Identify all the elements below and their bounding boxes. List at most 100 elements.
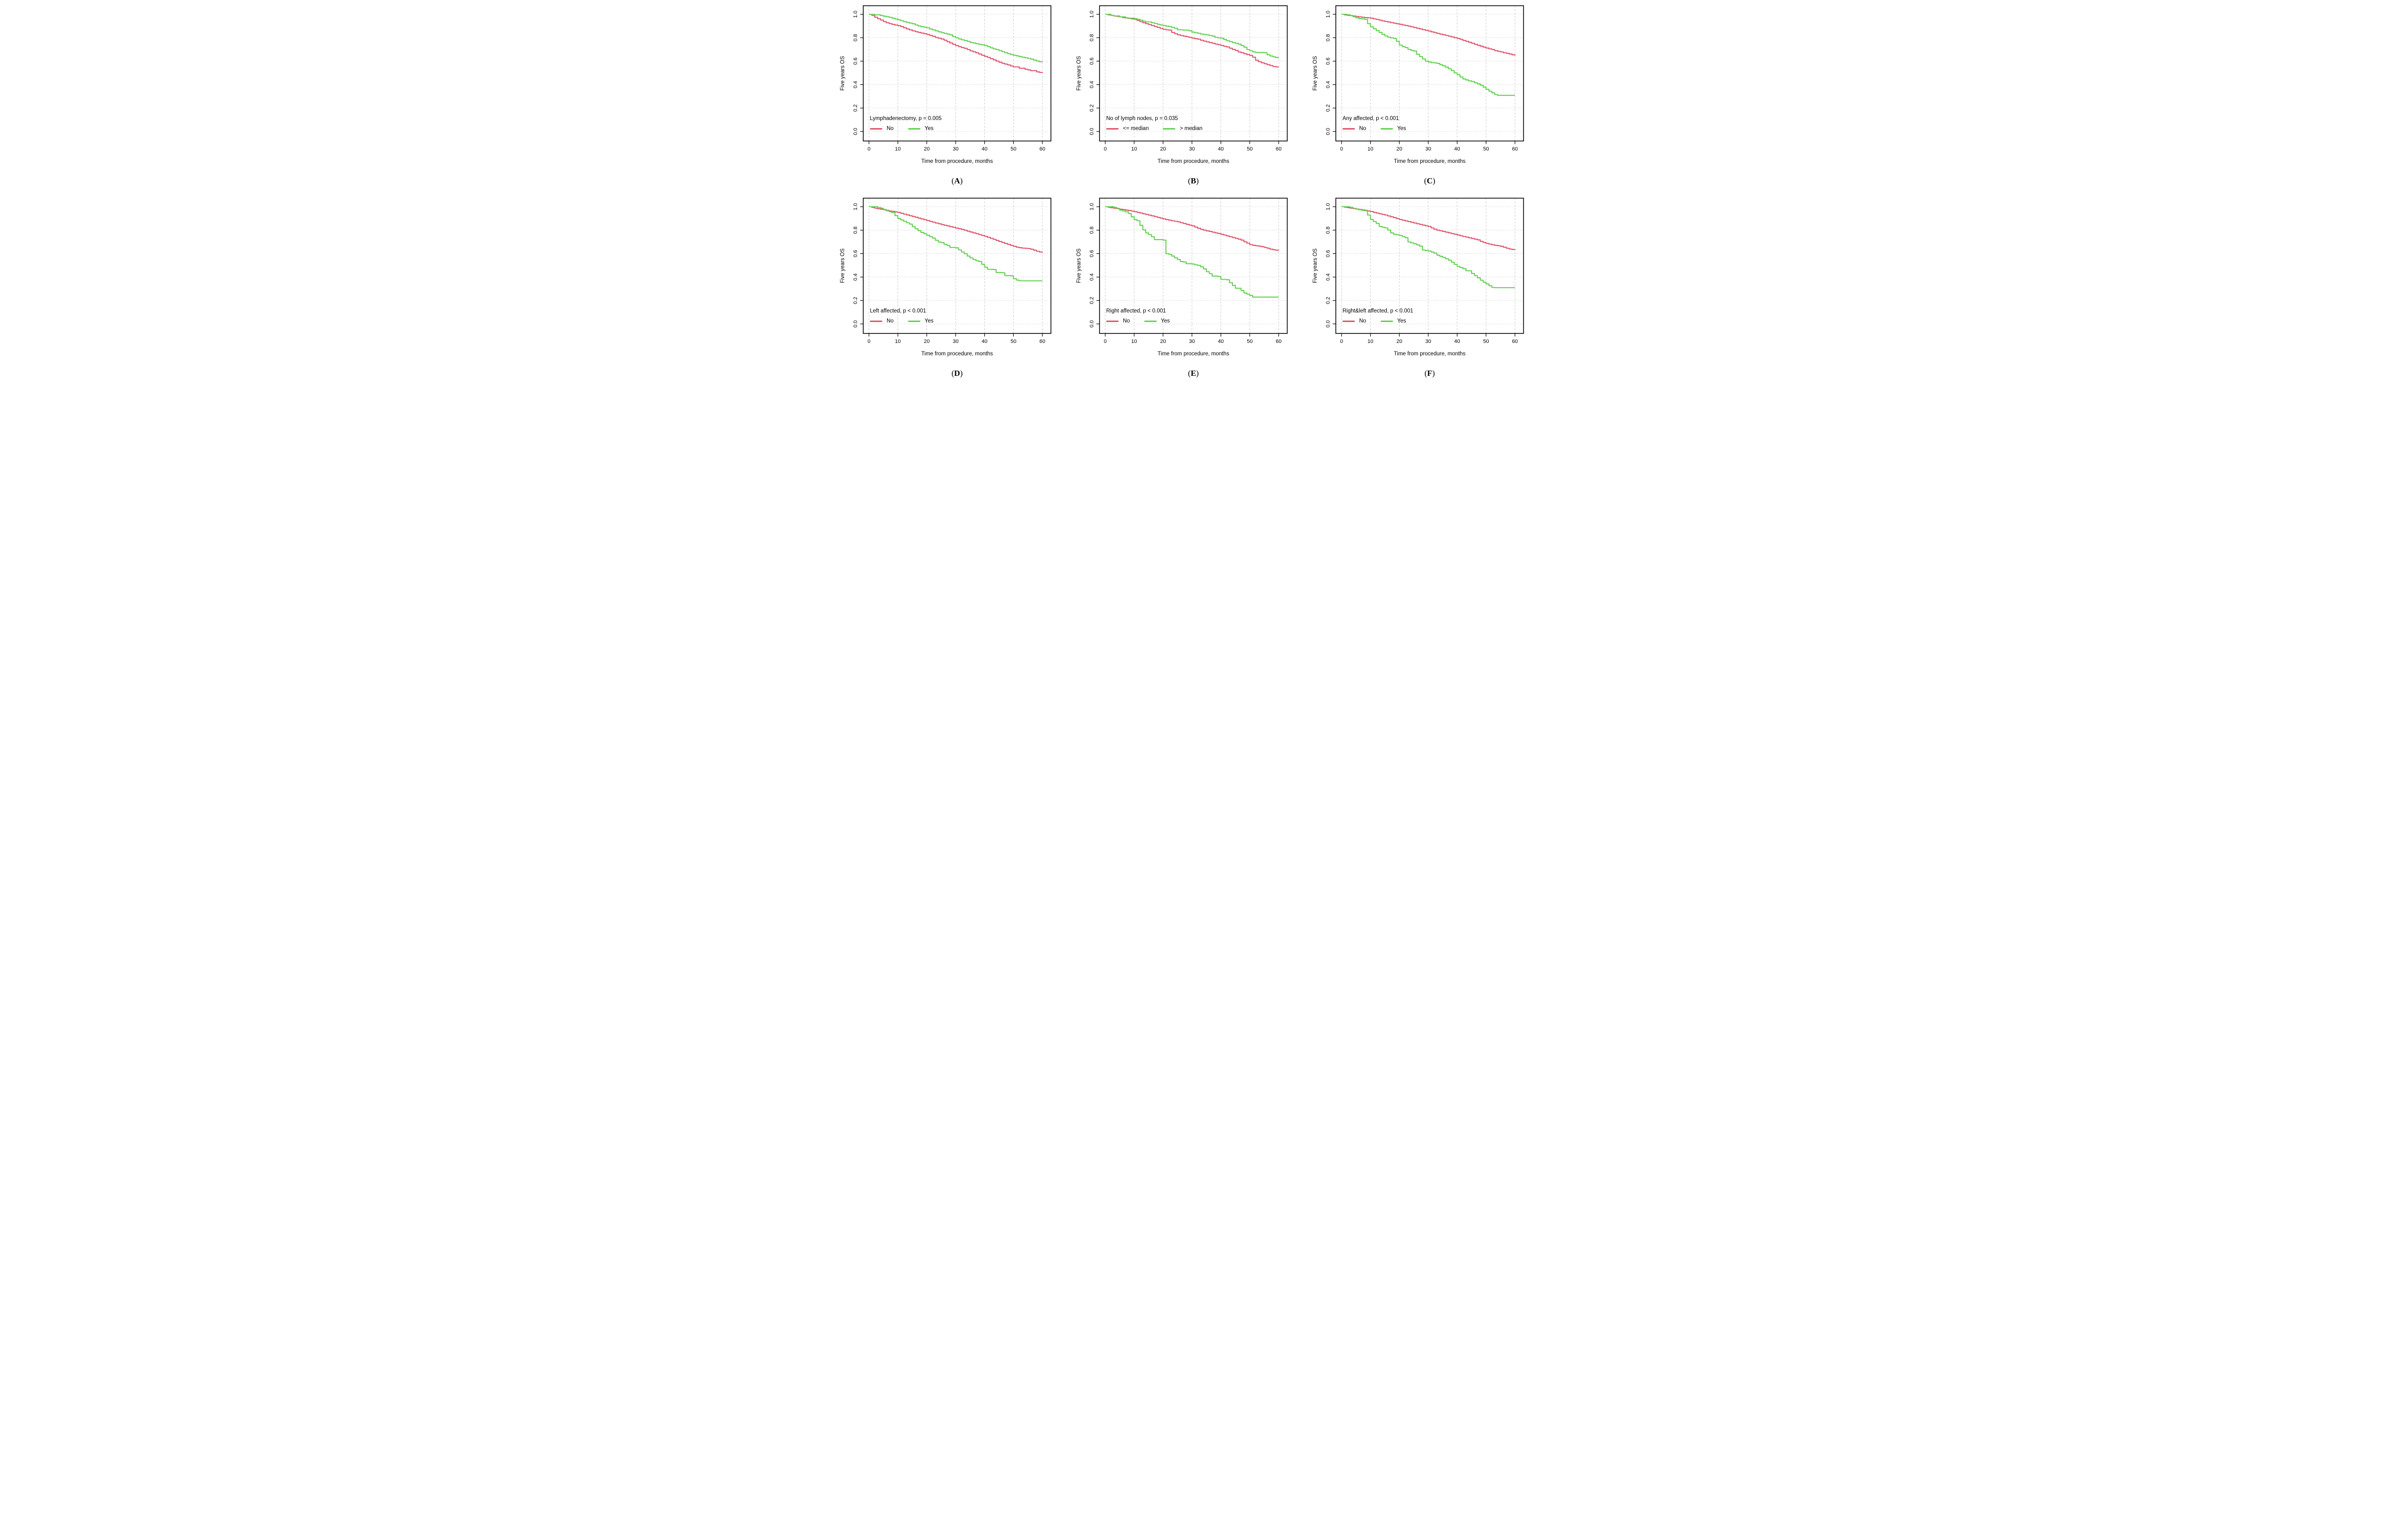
y-tick-label: 0.2 bbox=[853, 104, 858, 111]
y-tick-label: 0.8 bbox=[1325, 227, 1331, 234]
x-tick-label: 20 bbox=[924, 146, 929, 152]
y-axis-label: Five years OS bbox=[840, 56, 846, 91]
x-tick-label: 20 bbox=[924, 339, 929, 344]
y-tick-label: 1.0 bbox=[1089, 203, 1095, 210]
legend-item-label: Yes bbox=[924, 318, 934, 324]
x-axis-label: Time from procedure, months bbox=[1393, 159, 1466, 164]
x-tick-label: 60 bbox=[1276, 146, 1282, 152]
km-plot-a: 0 10 20 30 40 50 60 0.0 0.2 0.4 0.6 0.8 1.0 bbox=[853, 5, 1051, 152]
legend-item-label: Yes bbox=[1397, 318, 1406, 324]
km-curve-Yes bbox=[869, 206, 1042, 282]
x-tick-label: 20 bbox=[1160, 339, 1166, 344]
legend-item: Yes bbox=[1144, 318, 1170, 324]
km-curve-Yes bbox=[1342, 13, 1515, 96]
km-curve-No bbox=[1342, 13, 1516, 56]
panel-caption: (E) bbox=[1188, 369, 1199, 378]
x-tick-label: 10 bbox=[1368, 339, 1373, 344]
y-tick-label: 0.6 bbox=[1089, 58, 1095, 65]
km-panel-b: 0 10 20 30 40 50 60 0.0 0.2 0.4 0.6 0.8 1.0 Five yea… bbox=[1073, 0, 1309, 192]
y-tick-label: 1.0 bbox=[853, 10, 858, 18]
y-tick-label: 0.2 bbox=[1325, 104, 1331, 111]
legend-title: Right&left affected, p < 0.001 bbox=[1342, 308, 1413, 314]
legend-a: Lymphadenectomy, p = 0.005 No Yes bbox=[870, 115, 948, 132]
y-tick-label: 0.8 bbox=[1089, 34, 1095, 41]
y-tick-label: 0.8 bbox=[853, 227, 858, 234]
km-panel-e: 0 10 20 30 40 50 60 0.0 0.2 0.4 0.6 0.8 1.0 Five yea… bbox=[1073, 192, 1309, 385]
km-plot-c: 0 10 20 30 40 50 60 0.0 0.2 0.4 0.6 0.8 1.0 bbox=[1325, 5, 1524, 152]
km-plot-e: 0 10 20 30 40 50 60 0.0 0.2 0.4 0.6 0.8 1.0 bbox=[1089, 198, 1288, 344]
legend-title: No of lymph nodes, p = 0.035 bbox=[1106, 116, 1178, 121]
panel-caption: (B) bbox=[1188, 176, 1199, 185]
legend-title: Lymphadenectomy, p = 0.005 bbox=[870, 116, 942, 121]
legend-c: Any affected, p < 0.001 No Yes bbox=[1342, 115, 1420, 132]
x-tick-label: 60 bbox=[1512, 339, 1518, 344]
x-tick-label: 10 bbox=[895, 146, 901, 152]
legend-line-swatch-green bbox=[908, 321, 920, 322]
y-tick-label: 0.6 bbox=[1089, 250, 1095, 257]
x-tick-label: 30 bbox=[1189, 339, 1195, 344]
y-tick-label: 0.4 bbox=[1089, 273, 1095, 281]
y-tick-label: 0.6 bbox=[1325, 58, 1331, 65]
x-tick-label: 0 bbox=[868, 146, 870, 152]
legend-line-swatch-red bbox=[870, 321, 882, 322]
x-tick-label: 50 bbox=[1247, 146, 1252, 152]
legend-title: Left affected, p < 0.001 bbox=[870, 308, 926, 314]
y-axis-label: Five years OS bbox=[1076, 248, 1082, 283]
y-tick-label: 0.0 bbox=[1089, 128, 1095, 135]
legend-line-swatch-green bbox=[908, 128, 920, 130]
x-tick-label: 10 bbox=[1368, 146, 1373, 152]
x-tick-label: 0 bbox=[1104, 146, 1107, 152]
x-tick-label: 40 bbox=[1454, 146, 1460, 152]
x-tick-label: 20 bbox=[1396, 339, 1402, 344]
legend-item-label: No bbox=[1359, 318, 1366, 324]
x-tick-label: 10 bbox=[1131, 339, 1137, 344]
plot-box bbox=[1099, 198, 1288, 334]
x-tick-label: 10 bbox=[1131, 146, 1137, 152]
x-tick-label: 0 bbox=[1340, 146, 1343, 152]
x-tick-label: 30 bbox=[953, 146, 959, 152]
x-tick-label: 60 bbox=[1276, 339, 1282, 344]
legend-item-label: Yes bbox=[1161, 318, 1170, 324]
plot-box bbox=[863, 5, 1051, 141]
legend-item-label: No bbox=[1123, 318, 1130, 324]
km-plot-b: 0 10 20 30 40 50 60 0.0 0.2 0.4 0.6 0.8 1.0 bbox=[1089, 5, 1288, 152]
y-axis-label: Five years OS bbox=[1076, 56, 1082, 91]
legend-item-label: Yes bbox=[924, 126, 934, 132]
y-tick-label: 0.8 bbox=[1325, 34, 1331, 41]
x-tick-label: 50 bbox=[1247, 339, 1252, 344]
y-axis-label: Five years OS bbox=[840, 248, 846, 283]
legend-items: No Yes bbox=[870, 318, 948, 324]
y-tick-label: 0.6 bbox=[853, 250, 858, 257]
km-curve-<= median bbox=[1105, 13, 1280, 68]
panel-letter: D bbox=[954, 369, 960, 378]
legend-item-label: No bbox=[887, 318, 894, 324]
km-curve-Yes bbox=[869, 13, 1043, 62]
x-tick-label: 30 bbox=[1425, 339, 1431, 344]
y-tick-label: 0.0 bbox=[853, 128, 858, 135]
y-tick-label: 0.2 bbox=[1089, 104, 1095, 111]
km-curve-No bbox=[1342, 206, 1516, 250]
legend-line-swatch-green bbox=[1144, 321, 1157, 322]
y-tick-label: 0.8 bbox=[1089, 227, 1095, 234]
km-figure-grid: 0 10 20 30 40 50 60 0.0 0.2 0.4 0.6 0.8 1.0 Five yea… bbox=[837, 0, 1545, 385]
x-tick-label: 50 bbox=[1010, 146, 1016, 152]
y-tick-label: 1.0 bbox=[1325, 10, 1331, 18]
legend-line-swatch-green bbox=[1163, 128, 1176, 130]
plot-box bbox=[1335, 198, 1524, 334]
x-tick-label: 0 bbox=[868, 339, 870, 344]
y-tick-label: 0.0 bbox=[1089, 320, 1095, 327]
km-panel-d: 0 10 20 30 40 50 60 0.0 0.2 0.4 0.6 0.8 1.0 Five yea… bbox=[837, 192, 1073, 385]
x-tick-label: 50 bbox=[1483, 146, 1489, 152]
x-tick-label: 30 bbox=[1189, 146, 1195, 152]
x-tick-label: 60 bbox=[1040, 146, 1045, 152]
km-curve-No bbox=[869, 206, 1043, 253]
y-axis-label: Five years OS bbox=[1312, 56, 1318, 91]
y-tick-label: 0.0 bbox=[1325, 320, 1331, 327]
legend-items: No Yes bbox=[1342, 318, 1420, 324]
km-plot-d: 0 10 20 30 40 50 60 0.0 0.2 0.4 0.6 0.8 1.0 bbox=[853, 198, 1051, 344]
legend-line-swatch-green bbox=[1380, 321, 1393, 322]
x-tick-label: 10 bbox=[895, 339, 901, 344]
x-tick-label: 40 bbox=[982, 339, 988, 344]
y-tick-label: 1.0 bbox=[853, 203, 858, 210]
plot-box bbox=[1335, 5, 1524, 141]
